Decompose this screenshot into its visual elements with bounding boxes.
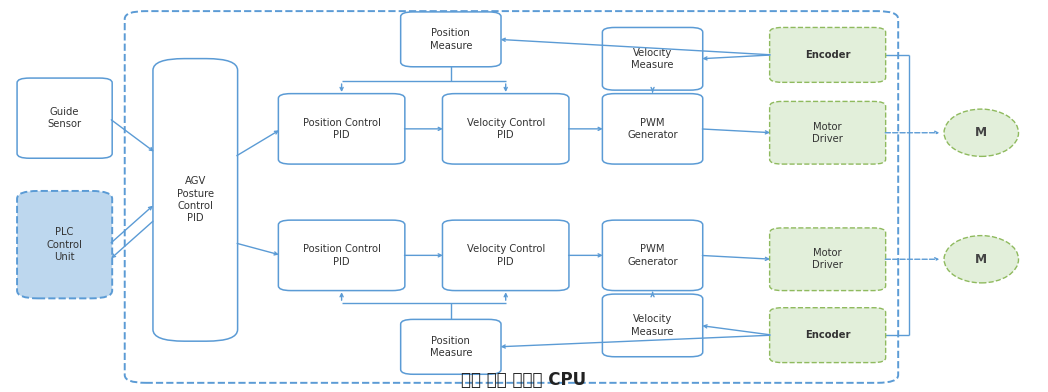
- Ellipse shape: [944, 109, 1019, 156]
- FancyBboxPatch shape: [153, 59, 238, 341]
- Text: Guide
Sensor: Guide Sensor: [47, 107, 82, 129]
- Text: Position Control
PID: Position Control PID: [303, 244, 380, 267]
- Text: Motor
Driver: Motor Driver: [812, 248, 843, 270]
- Text: Motor
Driver: Motor Driver: [812, 122, 843, 144]
- Text: Velocity
Measure: Velocity Measure: [631, 314, 674, 337]
- Text: Velocity
Measure: Velocity Measure: [631, 47, 674, 70]
- FancyBboxPatch shape: [603, 94, 703, 164]
- FancyBboxPatch shape: [603, 220, 703, 290]
- Text: 구동 제어 유닛의 CPU: 구동 제어 유닛의 CPU: [461, 372, 587, 389]
- Text: Velocity Control
PID: Velocity Control PID: [466, 244, 545, 267]
- Text: PLC
Control
Unit: PLC Control Unit: [47, 227, 83, 262]
- Ellipse shape: [944, 236, 1019, 283]
- FancyBboxPatch shape: [769, 228, 886, 290]
- FancyBboxPatch shape: [17, 191, 112, 298]
- FancyBboxPatch shape: [769, 102, 886, 164]
- FancyBboxPatch shape: [603, 27, 703, 90]
- Text: AGV
Posture
Control
PID: AGV Posture Control PID: [177, 176, 214, 223]
- Text: M: M: [976, 253, 987, 266]
- FancyBboxPatch shape: [769, 308, 886, 363]
- Text: Velocity Control
PID: Velocity Control PID: [466, 118, 545, 140]
- FancyBboxPatch shape: [442, 220, 569, 290]
- Text: Position Control
PID: Position Control PID: [303, 118, 380, 140]
- Text: Encoder: Encoder: [805, 330, 850, 340]
- FancyBboxPatch shape: [400, 319, 501, 374]
- Text: Position
Measure: Position Measure: [430, 28, 472, 51]
- Text: PWM
Generator: PWM Generator: [628, 244, 678, 267]
- FancyBboxPatch shape: [769, 27, 886, 82]
- Text: PWM
Generator: PWM Generator: [628, 118, 678, 140]
- Text: M: M: [976, 126, 987, 139]
- Text: Encoder: Encoder: [805, 50, 850, 60]
- Text: Position
Measure: Position Measure: [430, 336, 472, 358]
- FancyBboxPatch shape: [603, 294, 703, 357]
- FancyBboxPatch shape: [279, 94, 405, 164]
- FancyBboxPatch shape: [279, 220, 405, 290]
- FancyBboxPatch shape: [17, 78, 112, 158]
- FancyBboxPatch shape: [400, 12, 501, 67]
- FancyBboxPatch shape: [442, 94, 569, 164]
